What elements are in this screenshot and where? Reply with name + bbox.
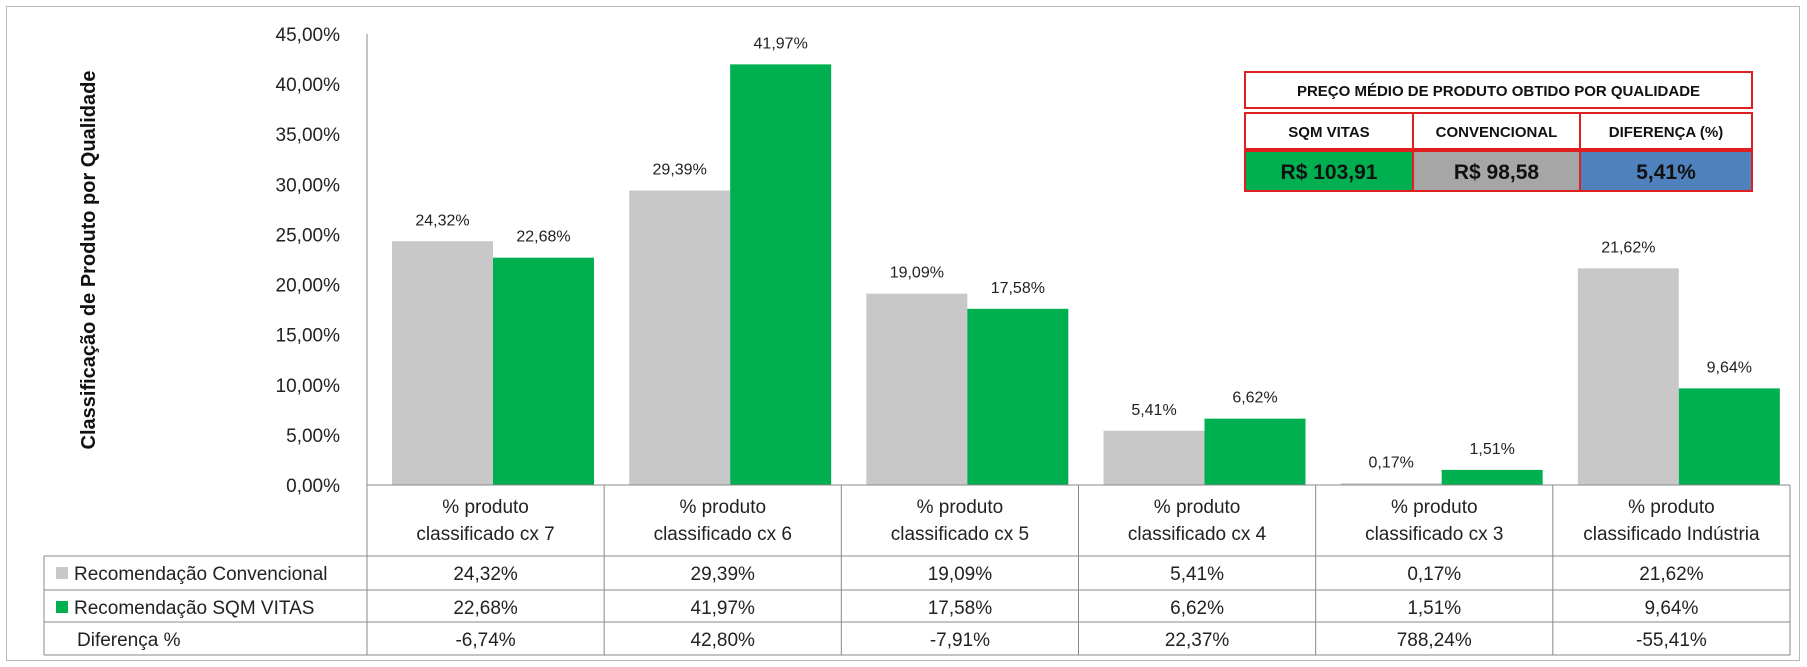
category-label-line1: % produto: [1391, 497, 1478, 518]
y-tick-label: 25,00%: [276, 225, 341, 246]
table-cell: 22,37%: [1165, 630, 1230, 651]
bar-convencional: [392, 241, 493, 485]
table-cell: 0,17%: [1407, 564, 1461, 585]
category-label-line2: classificado cx 7: [416, 524, 554, 545]
bar-convencional: [1577, 268, 1679, 485]
table-cell: 19,09%: [928, 564, 993, 585]
data-label: 41,97%: [754, 35, 808, 52]
table-cell: 24,32%: [453, 564, 518, 585]
bar-convencional: [1103, 430, 1205, 485]
y-axis-title: Classificação de Produto por Qualidade: [78, 71, 100, 450]
table-cell: 17,58%: [928, 598, 993, 619]
y-tick-label: 35,00%: [276, 125, 341, 146]
y-tick-label: 5,00%: [286, 426, 340, 447]
y-tick-label: 45,00%: [276, 25, 341, 46]
data-label: 24,32%: [415, 212, 469, 229]
price-table-header: DIFERENÇA (%): [1609, 124, 1723, 141]
category-label-line2: classificado cx 5: [891, 524, 1029, 545]
data-label: 0,17%: [1368, 454, 1413, 471]
bar-convencional: [1340, 483, 1442, 485]
legend-key: [56, 567, 68, 579]
price-table-value: R$ 103,91: [1281, 161, 1378, 184]
table-cell: 42,80%: [691, 630, 756, 651]
table-cell: 29,39%: [691, 564, 756, 585]
table-cell: 9,64%: [1644, 598, 1698, 619]
y-tick-label: 20,00%: [276, 276, 341, 297]
table-cell: 21,62%: [1639, 564, 1704, 585]
price-table-header-box: [1244, 112, 1414, 150]
bar-convencional: [629, 190, 731, 485]
price-table-header: SQM VITAS: [1288, 124, 1369, 141]
category-label-line1: % produto: [917, 497, 1004, 518]
chart-frame: [6, 6, 1800, 661]
data-label: 29,39%: [653, 161, 707, 178]
table-cell: -55,41%: [1636, 630, 1707, 651]
bar-sqm-vitas: [1678, 388, 1780, 485]
y-tick-label: 0,00%: [286, 476, 340, 497]
data-label: 19,09%: [890, 265, 944, 282]
y-tick-label: 15,00%: [276, 326, 341, 347]
category-label-line1: % produto: [1628, 497, 1715, 518]
row-label: Recomendação Convencional: [74, 564, 328, 585]
price-table-header-box: [1412, 112, 1581, 150]
price-table-title: PREÇO MÉDIO DE PRODUTO OBTIDO POR QUALID…: [1297, 83, 1700, 100]
y-tick-label: 10,00%: [276, 376, 341, 397]
data-label: 22,68%: [516, 229, 570, 246]
bar-convencional: [866, 293, 968, 485]
table-cell: 22,68%: [453, 598, 518, 619]
price-table-title-box: [1244, 71, 1753, 109]
table-cell: -7,91%: [930, 630, 990, 651]
category-label-line2: classificado cx 4: [1128, 524, 1267, 545]
data-label: 6,62%: [1232, 390, 1277, 407]
price-table-value: R$ 98,58: [1454, 161, 1540, 184]
data-label: 5,41%: [1131, 402, 1176, 419]
category-label-line1: % produto: [442, 497, 529, 518]
bar-sqm-vitas: [967, 308, 1069, 485]
row-label: Recomendação SQM VITAS: [74, 598, 314, 619]
price-table-value-box: [1579, 150, 1753, 192]
data-label: 9,64%: [1707, 359, 1752, 376]
category-label-line1: % produto: [679, 497, 766, 518]
table-cell: 5,41%: [1170, 564, 1224, 585]
table-cell: 788,24%: [1397, 630, 1472, 651]
data-label: 17,58%: [991, 280, 1045, 297]
price-table-header-box: [1579, 112, 1753, 150]
table-cell: 6,62%: [1170, 598, 1224, 619]
category-label-line2: classificado cx 6: [654, 524, 792, 545]
bar-sqm-vitas: [1441, 469, 1543, 485]
data-label: 21,62%: [1601, 239, 1655, 256]
category-label-line2: classificado Indústria: [1583, 524, 1760, 545]
data-label: 1,51%: [1469, 441, 1514, 458]
category-label-line2: classificado cx 3: [1365, 524, 1503, 545]
table-cell: 41,97%: [691, 598, 756, 619]
bar-sqm-vitas: [1204, 418, 1306, 485]
table-cell: 1,51%: [1407, 598, 1461, 619]
price-table-value: 5,41%: [1636, 161, 1696, 184]
y-tick-label: 30,00%: [276, 175, 341, 196]
bar-sqm-vitas: [493, 257, 594, 485]
y-tick-label: 40,00%: [276, 75, 341, 96]
price-table-value-box: [1244, 150, 1414, 192]
category-label-line1: % produto: [1154, 497, 1241, 518]
legend-key: [56, 601, 68, 613]
bar-sqm-vitas: [730, 64, 832, 485]
table-cell: -6,74%: [455, 630, 515, 651]
row-label: Diferença %: [77, 630, 181, 651]
price-table-header: CONVENCIONAL: [1436, 124, 1558, 141]
